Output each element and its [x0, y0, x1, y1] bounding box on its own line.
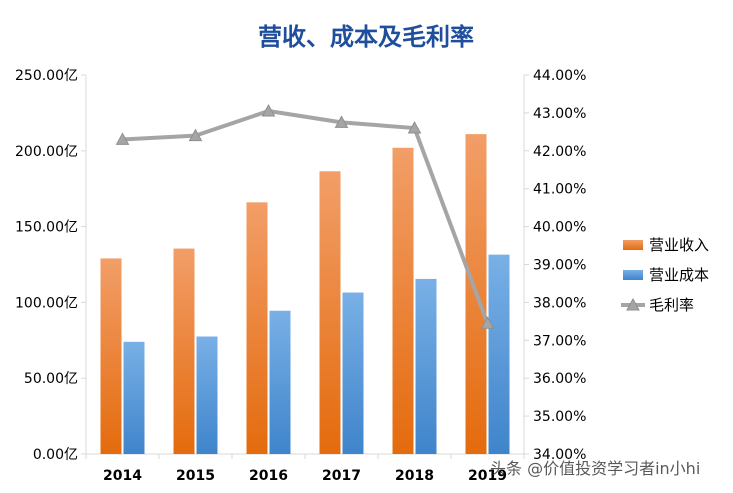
cost-bar [269, 310, 291, 454]
margin-point [480, 316, 495, 329]
revenue-bar [100, 258, 122, 454]
cost-bar [123, 341, 145, 454]
margin-point [407, 121, 422, 134]
right-tick-label: 37.00% [533, 333, 586, 349]
left-tick-label: 50.00亿 [24, 371, 78, 387]
right-tick-label: 42.00% [533, 144, 586, 160]
legend-cost-label: 营业成本 [649, 266, 709, 284]
right-tick-label: 34.00% [533, 447, 586, 463]
x-tick-label: 2014 [103, 468, 142, 484]
legend-margin-marker [626, 297, 640, 311]
right-tick-label: 38.00% [533, 295, 586, 311]
x-tick-label: 2018 [395, 468, 434, 484]
x-tick-label: 2017 [322, 468, 361, 484]
right-tick-label: 44.00% [533, 68, 586, 84]
cost-bar [196, 336, 218, 454]
cost-bar [488, 254, 510, 454]
x-axis: 2014 2015 2016 2017 2018 2019 [85, 453, 525, 484]
legend-revenue-label: 营业收入 [649, 236, 709, 254]
revenue-bar [246, 202, 268, 454]
bar-series [100, 134, 510, 455]
cost-bar [415, 278, 437, 454]
right-tick-label: 36.00% [533, 371, 586, 387]
margin-point [188, 128, 203, 142]
margin-point [115, 132, 130, 145]
margin-line [122, 109, 490, 324]
right-tick-label: 35.00% [533, 409, 586, 425]
left-axis: 0.00亿 50.00亿 100.00亿 150.00亿 200.00亿 250.00亿 [15, 68, 87, 463]
revenue-bar [173, 248, 195, 454]
right-tick-label: 41.00% [533, 182, 586, 198]
watermark-text: 头条 @价值投资学习者in小hi [490, 459, 700, 478]
left-tick-label: 200.00亿 [15, 144, 78, 160]
line-series [115, 103, 495, 329]
x-tick-label: 2015 [176, 468, 215, 484]
margin-point [334, 115, 349, 128]
left-tick-label: 250.00亿 [15, 68, 78, 84]
margin-point [261, 103, 276, 117]
right-tick-label: 43.00% [533, 106, 586, 122]
chart-title: 营收、成本及毛利率 [258, 23, 474, 51]
legend-cost-swatch [623, 270, 643, 280]
right-axis: 34.00% 35.00% 36.00% 37.00% 38.00% 39.00% 40.0… [523, 68, 586, 463]
cost-bar [342, 292, 364, 454]
left-tick-label: 150.00亿 [15, 220, 78, 236]
legend-margin-label: 毛利率 [649, 296, 694, 314]
left-tick-label: 0.00亿 [33, 447, 78, 463]
right-tick-label: 40.00% [533, 220, 586, 236]
right-tick-label: 39.00% [533, 258, 586, 274]
x-tick-label: 2016 [249, 468, 288, 484]
legend-revenue-swatch [623, 240, 643, 250]
left-tick-label: 100.00亿 [15, 295, 78, 311]
revenue-bar [319, 171, 341, 455]
x-tick-label: 2019 [468, 468, 507, 484]
revenue-bar [392, 147, 414, 454]
